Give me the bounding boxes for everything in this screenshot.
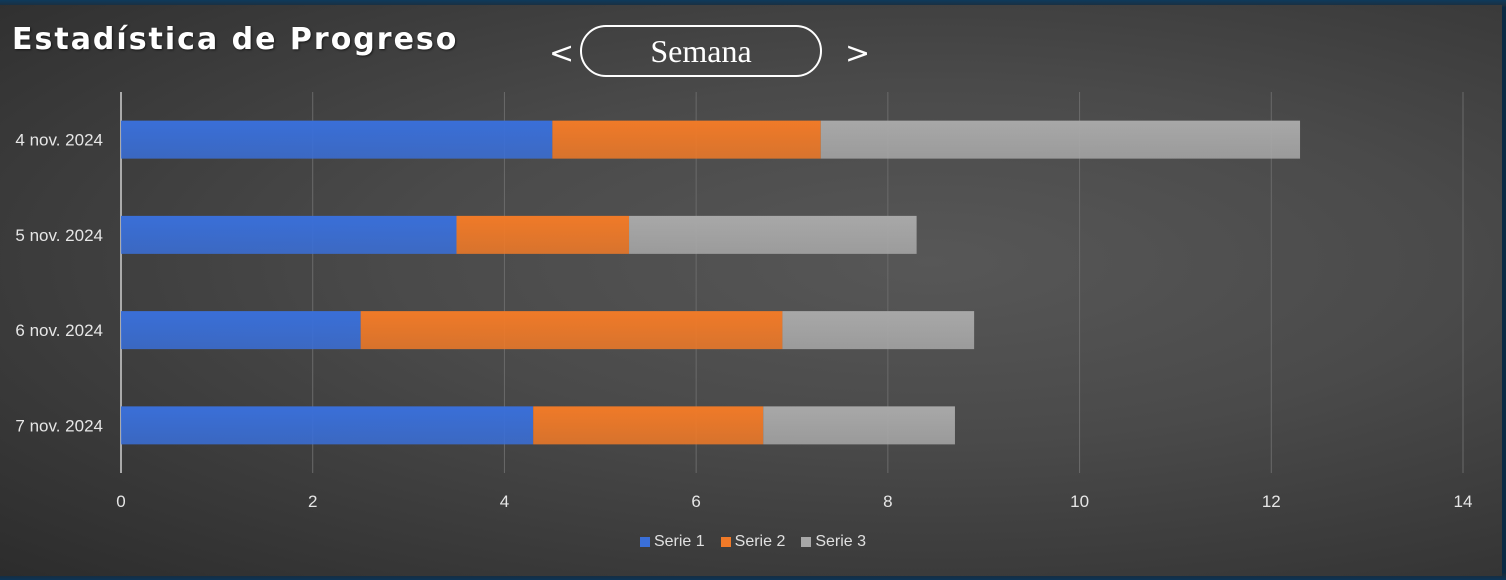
bar-series1-2 — [121, 311, 361, 350]
legend-label-series1: Serie 1 — [653, 533, 705, 550]
page-title: Estadística de Progreso — [12, 22, 459, 57]
legend-item-series3: Serie 3 — [801, 533, 866, 551]
bar-series1-3 — [121, 406, 534, 445]
bar-series3-2 — [782, 311, 975, 350]
bar-series1-0 — [121, 120, 553, 159]
bar-series3-0 — [820, 120, 1301, 159]
y-category-label: 4 nov. 2024 — [15, 131, 103, 150]
bar-series2-1 — [456, 215, 630, 254]
legend-swatch-series3 — [801, 537, 812, 547]
bar-series2-3 — [533, 406, 764, 445]
x-tick-label-0: 0 — [116, 492, 125, 511]
legend-swatch-series2 — [720, 537, 731, 547]
x-tick-label-4: 4 — [500, 492, 509, 511]
x-tick-label-10: 10 — [1070, 492, 1089, 511]
period-selector[interactable]: Semana — [580, 25, 822, 77]
x-tick-label-14: 14 — [1454, 492, 1473, 511]
x-tick-label-12: 12 — [1262, 492, 1281, 511]
bar-series3-1 — [629, 215, 917, 254]
x-tick-label-6: 6 — [691, 492, 700, 511]
bar-series1-1 — [121, 215, 457, 254]
chart-legend: Serie 1 Serie 2 Serie 3 — [0, 533, 1506, 551]
bar-series3-3 — [763, 406, 955, 445]
y-category-label: 5 nov. 2024 — [15, 226, 103, 245]
y-category-label: 7 nov. 2024 — [15, 416, 103, 435]
previous-period-button[interactable]: < — [549, 36, 575, 71]
chart-panel — [0, 5, 1502, 576]
y-category-label: 6 nov. 2024 — [15, 321, 103, 340]
legend-label-series3: Serie 3 — [815, 533, 867, 550]
legend-item-series2: Serie 2 — [720, 533, 786, 551]
bar-series2-0 — [552, 120, 821, 159]
x-tick-label-2: 2 — [308, 492, 317, 511]
legend-item-series1: Serie 1 — [639, 533, 705, 551]
legend-label-series2: Serie 2 — [734, 533, 786, 550]
next-period-button[interactable]: > — [845, 36, 871, 71]
x-tick-label-8: 8 — [883, 492, 892, 511]
bar-series2-2 — [360, 311, 783, 350]
legend-swatch-series1 — [639, 537, 650, 547]
